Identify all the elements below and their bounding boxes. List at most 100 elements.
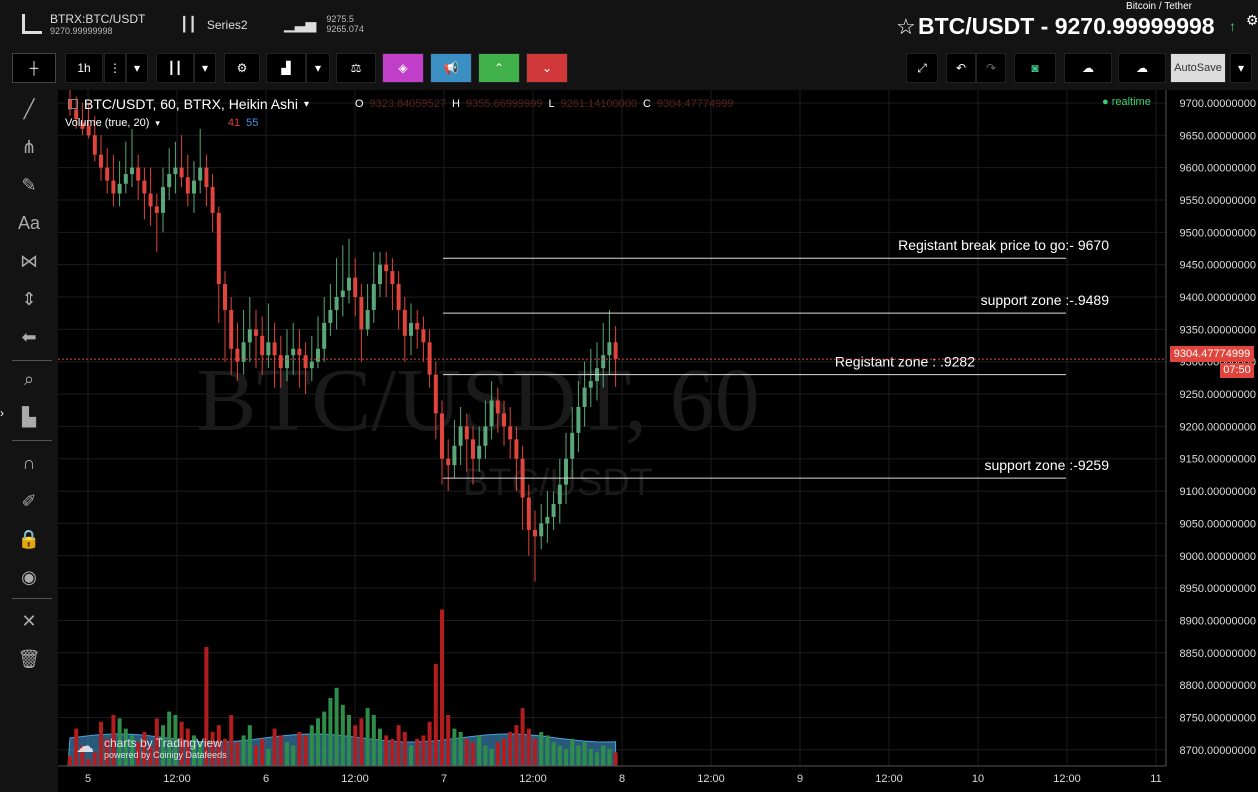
price-tick-label: 9150.00000000 (1180, 454, 1256, 466)
candle-body (111, 180, 116, 194)
volume-bar (272, 728, 277, 766)
buy-button[interactable]: ⌃ (478, 53, 520, 83)
volume-bar (353, 725, 358, 766)
interval-button[interactable]: 1h (65, 53, 103, 83)
candles (68, 90, 618, 582)
time-tick-label: 10 (972, 773, 984, 785)
fullscreen-button[interactable]: ⤢ (906, 53, 938, 83)
measure-tool[interactable]: ⇕ (14, 284, 44, 314)
candle-body (347, 277, 351, 291)
volume-bar (359, 718, 364, 766)
load-button[interactable]: ☁ (1064, 53, 1112, 83)
save-button[interactable]: ☁ (1118, 53, 1166, 83)
tradingview-branding[interactable]: charts by TradingView powered by Coinigy… (74, 736, 227, 760)
price-tick-label: 9350.00000000 (1180, 324, 1256, 336)
price-tick-label: 9450.00000000 (1180, 260, 1256, 272)
gear-icon[interactable]: ⚙ (1246, 12, 1258, 28)
volume-bar (545, 735, 550, 766)
stay-drawing-tool[interactable]: ✐ (14, 486, 44, 516)
undo-icon: ↶ (955, 61, 967, 75)
volume-bar (520, 708, 525, 766)
delete-tool[interactable]: 🗑 (14, 644, 44, 674)
trendline-tool[interactable]: ╱ (14, 94, 44, 124)
legend-title[interactable]: BTC/USDT, 60, BTRX, Heikin Ashi (84, 96, 298, 112)
candle-body (136, 167, 141, 181)
trendline-icon: ╱ (23, 98, 35, 119)
star-icon[interactable]: ☆ (896, 14, 916, 39)
symbol-price: 9270.99999998 (50, 26, 113, 36)
hide-tool[interactable]: ◉ (14, 562, 44, 592)
candle-body (123, 174, 128, 184)
time-tick-label: 7 (441, 773, 447, 785)
candle-body (502, 413, 506, 427)
chevron-down-icon[interactable]: ▾ (303, 98, 309, 110)
crosshair-button[interactable]: ┼ (12, 53, 56, 83)
candle-body (235, 348, 240, 362)
volume-title[interactable]: Volume (true, 20) (65, 117, 150, 129)
settings-button[interactable]: ⚙ (224, 53, 260, 83)
fork-tool[interactable]: ⋔ (14, 132, 44, 162)
candle-body (440, 413, 444, 459)
compare-chip[interactable]: ▁▃▅ 9275.5 9265.074 (284, 14, 364, 34)
autosave-button[interactable]: AutoSave (1170, 53, 1226, 83)
magnet-tool[interactable]: ∩ (14, 448, 44, 478)
text-tool[interactable]: Aa (14, 208, 44, 238)
chart-style-dropdown[interactable]: ▾ (194, 53, 216, 83)
candle-body (328, 309, 333, 323)
symbol-chip[interactable]: BTRX:BTC/USDT 9270.99999998 (22, 12, 145, 36)
brush-tool[interactable]: ✎ (14, 170, 44, 200)
indicators-button[interactable]: ▟ (266, 53, 306, 83)
indicators-dropdown[interactable]: ▾ (306, 53, 330, 83)
volume-bar (378, 728, 382, 766)
autosave-dropdown[interactable]: ▾ (1230, 53, 1252, 83)
price-tick-label: 9500.00000000 (1180, 227, 1256, 239)
interval-menu-button[interactable]: ⋮ (104, 53, 126, 83)
volume-bar (582, 742, 587, 766)
zoom-tool[interactable]: ⌕ (14, 364, 44, 394)
lock-tool[interactable]: 🔒 (14, 524, 44, 554)
volume-bar (539, 732, 544, 766)
candle-body (433, 374, 438, 414)
chevron-down-icon[interactable]: ▾ (155, 117, 160, 128)
candle-body (359, 297, 364, 330)
time-tick-label: 6 (263, 773, 269, 785)
redo-icon: ↷ (985, 61, 997, 75)
chart-style-button[interactable]: ┃┃ (156, 53, 194, 83)
interval-dropdown[interactable]: ▾ (126, 53, 148, 83)
collapse-arrow-icon[interactable]: › (0, 406, 4, 420)
back-tool[interactable]: ⬅ (14, 322, 44, 352)
chevron-down-icon: ▾ (201, 61, 209, 75)
candle-body (557, 484, 562, 505)
undo-button[interactable]: ↶ (946, 53, 976, 83)
alert-button[interactable]: 📢 (430, 53, 472, 83)
time-tick-label: 8 (619, 773, 625, 785)
price-axis[interactable]: 9700.00000000 9650.00000000 9600.00000000 9… (1165, 90, 1258, 792)
tools-tool[interactable]: ✕ (14, 606, 44, 636)
volume-bar (489, 749, 494, 766)
ruler-tool[interactable]: ▙ (14, 402, 44, 432)
snapshot-button[interactable]: ◙ (1014, 53, 1056, 83)
pattern-tool[interactable]: ⋈ (14, 246, 44, 276)
drawing-toolbar: ╱ ⋔ ✎ Aa ⋈ ⇕ ⬅ ⌕ ▙ ∩ ✐ 🔒 ◉ ✕ 🗑 › (0, 90, 58, 792)
cube-button[interactable]: ◈ (382, 53, 424, 83)
compare-button[interactable]: ⚖ (336, 53, 376, 83)
volume-bar (526, 728, 531, 766)
candle-body (80, 122, 85, 129)
volume-bar (483, 745, 488, 766)
volume-bar (347, 715, 351, 766)
annotation-label: support zone :-.9489 (981, 292, 1110, 308)
time-axis[interactable]: 5 12:00 6 12:00 7 12:00 8 12:00 9 12:00 10 12:00 11 (58, 765, 1166, 785)
series-chip[interactable]: ┃┃ Series2 (180, 16, 248, 33)
volume-bar (285, 742, 289, 766)
price-chart[interactable]: BTC/USDT, 60 BTC/USDT Registant break pr… (58, 90, 1258, 792)
redo-button[interactable]: ↷ (976, 53, 1006, 83)
more-icon: ⋮ (109, 61, 121, 75)
candle-body (384, 264, 389, 272)
sell-button[interactable]: ⌄ (526, 53, 568, 83)
candle-body (229, 309, 234, 349)
candle-body (86, 125, 91, 136)
price-tick-label: 9000.00000000 (1180, 551, 1256, 563)
volume-bar (86, 759, 91, 766)
volume-bar (508, 732, 513, 766)
candle-body (545, 516, 550, 524)
